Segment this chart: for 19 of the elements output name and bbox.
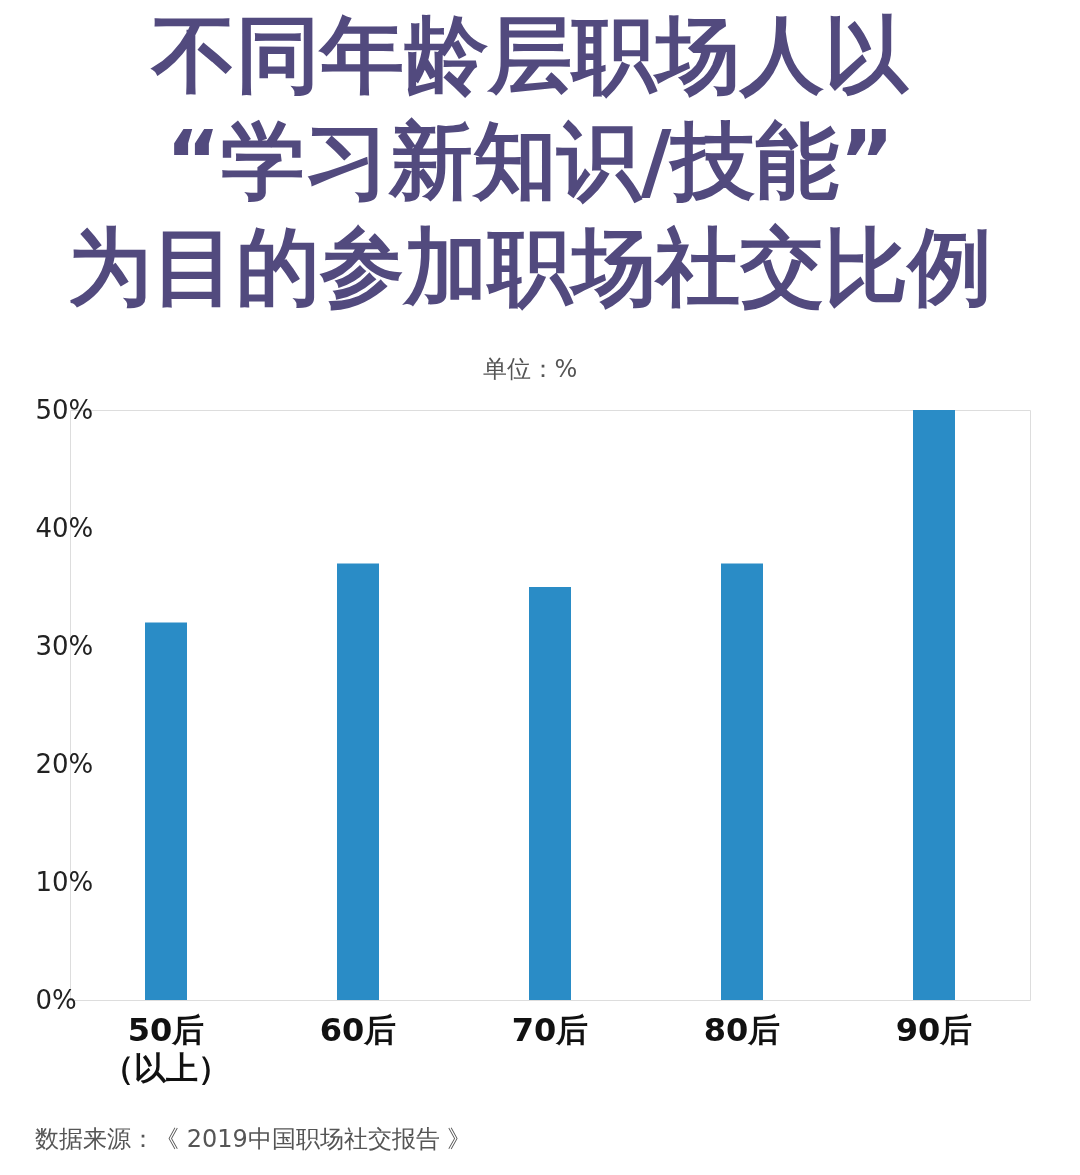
- bar: [913, 410, 955, 1000]
- x-tick-label: 90后: [895, 1011, 973, 1049]
- bar: [529, 587, 571, 1000]
- x-tick-label: 70后: [511, 1011, 589, 1049]
- y-tick-label: 0%: [35, 984, 77, 1015]
- y-tick-label: 50%: [35, 394, 94, 425]
- x-tick-label: 60后: [319, 1011, 397, 1049]
- y-tick-label: 20%: [35, 748, 94, 779]
- y-tick-label: 10%: [35, 866, 94, 897]
- bar: [721, 563, 763, 1000]
- y-tick-label: 40%: [35, 512, 94, 543]
- y-tick-label: 30%: [35, 630, 94, 661]
- bar: [337, 563, 379, 1000]
- chart-title: 不同年龄层职场人以 “学习新知识/技能” 为目的参加职场社交比例: [68, 6, 992, 316]
- chart-subtitle: 单位：%: [482, 355, 578, 383]
- bar: [145, 622, 187, 1000]
- x-tick-label: 50后（以上）: [102, 1011, 230, 1087]
- source-note: 数据来源：《 2019中国职场社交报告 》: [35, 1125, 472, 1153]
- x-tick-label: 80后: [703, 1011, 781, 1049]
